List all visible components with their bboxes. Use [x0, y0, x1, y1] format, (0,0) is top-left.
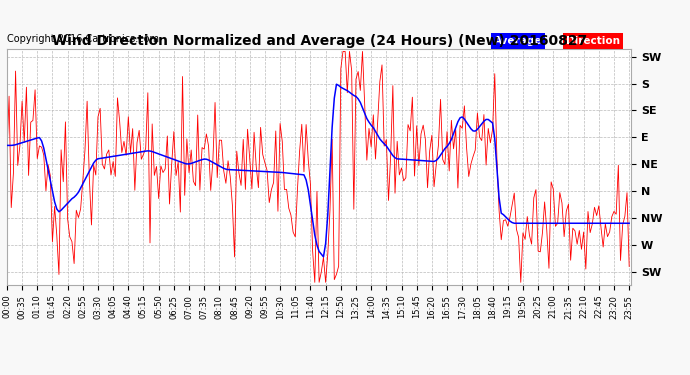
Text: Copyright 2016 Cartronics.com: Copyright 2016 Cartronics.com — [7, 34, 159, 44]
Text: Average: Average — [494, 36, 542, 46]
Text: Direction: Direction — [566, 36, 620, 46]
Title: Wind Direction Normalized and Average (24 Hours) (New) 20160827: Wind Direction Normalized and Average (2… — [52, 34, 586, 48]
